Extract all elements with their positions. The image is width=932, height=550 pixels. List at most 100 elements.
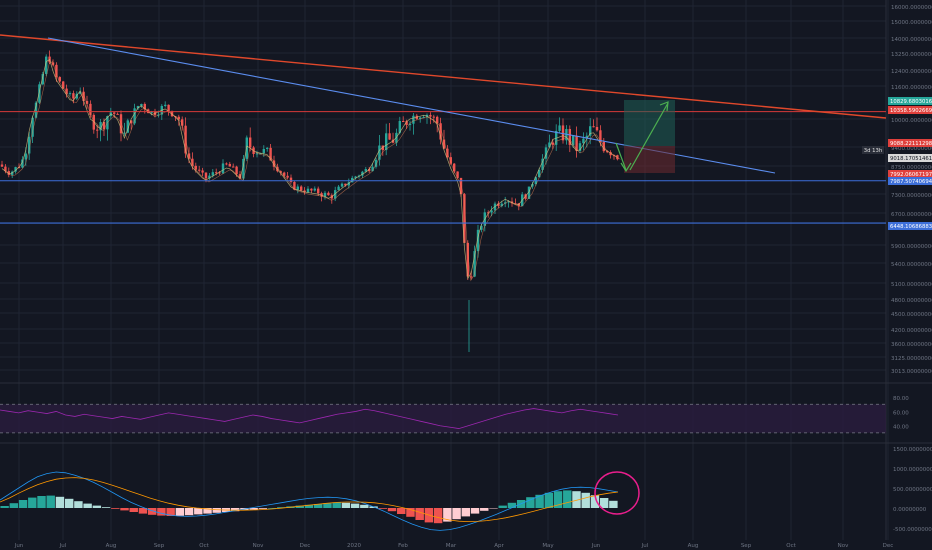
price-tick-label: 4500.00000000 (891, 312, 932, 318)
candle-body (432, 116, 435, 118)
candle-body (337, 186, 340, 191)
candle-body (470, 276, 473, 278)
candle-body (490, 210, 493, 213)
price-label-bg (888, 139, 932, 147)
macd-histogram-bar (452, 508, 461, 520)
candle-body (235, 166, 238, 175)
price-label-text: 9018.17051461 (890, 156, 932, 162)
candle-body (476, 229, 480, 252)
candle-body (473, 251, 476, 277)
candle-body (126, 120, 129, 133)
candle-body (378, 145, 381, 160)
candle-body (96, 129, 99, 131)
candle-body (198, 169, 201, 171)
macd-histogram-bar (443, 508, 452, 522)
arrow-up-head (659, 101, 669, 112)
macd-histogram-bar (489, 508, 498, 509)
time-tick-label: May (542, 543, 554, 549)
candle-body (561, 125, 565, 141)
macd-histogram-bar (387, 508, 397, 512)
macd-line (0, 471, 619, 531)
time-tick-label: Nov (838, 543, 849, 549)
price-tick-label: 3013.00000000 (891, 369, 932, 375)
price-tick-label: 9400.00000000 (891, 146, 932, 152)
price-label-tag: 9018.17051461 (888, 154, 932, 162)
macd-pane: 1500.00000000 1000.00000000 500.00000000 0.… (0, 447, 932, 533)
macd-histogram-bar (553, 491, 563, 508)
price-label-bg (888, 177, 932, 185)
candle-body (221, 163, 225, 174)
rsi-line (0, 408, 619, 429)
macd-histogram-bar (28, 497, 37, 508)
candle-body (89, 103, 92, 115)
macd-histogram-bar (304, 504, 314, 508)
candle-body (589, 126, 592, 136)
candle-body (245, 137, 248, 159)
candle-body (201, 170, 204, 173)
candle-body (303, 190, 306, 193)
macd-tick-label: -500.00000000 (893, 527, 932, 533)
time-tick-label: Oct (786, 543, 796, 549)
price-label-bg (888, 222, 932, 230)
candle-body (300, 186, 303, 191)
price-label-tag: 3d 13h (862, 146, 884, 154)
macd-histogram-bar (581, 492, 590, 508)
time-tick-label: Jun (591, 543, 601, 549)
candle-body (249, 137, 252, 148)
macd-histogram-bar (599, 498, 609, 508)
moving-average-line (1, 58, 618, 280)
candle-body (310, 188, 313, 191)
candle-body (351, 177, 354, 183)
candle-body (262, 148, 265, 154)
candle-body (0, 164, 4, 167)
candle-body (368, 169, 371, 172)
candle-body (436, 116, 439, 124)
macd-histogram-bar (64, 498, 74, 508)
candle-body (218, 172, 221, 174)
candle-body (62, 81, 65, 89)
macd-histogram-bar (18, 500, 28, 508)
candle-body (289, 177, 293, 182)
candle-body (381, 145, 384, 151)
macd-histogram-bar (277, 507, 286, 508)
arrow-down (615, 142, 627, 171)
macd-histogram-bar (470, 508, 480, 514)
candle-body (123, 132, 126, 134)
candle-body (92, 114, 95, 130)
candle-body (456, 171, 459, 178)
price-label-bg (888, 154, 932, 162)
macd-histogram-bar (0, 506, 9, 508)
time-tick-label: Aug (106, 543, 117, 549)
macd-histogram-bar (406, 508, 415, 517)
candle-body (164, 104, 167, 106)
candle-body (130, 120, 133, 124)
candle-body (255, 153, 259, 155)
macd-histogram-bar (120, 508, 129, 511)
macd-histogram-bar (194, 508, 203, 515)
macd-histogram-bar (526, 497, 535, 508)
candle-body (14, 167, 17, 172)
candle-body (286, 175, 289, 178)
price-tick-label: 5400.00000000 (891, 262, 932, 268)
candle-body (514, 203, 517, 205)
macd-tick-label: 500.00000000 (893, 487, 932, 493)
price-axis[interactable]: 16000.00000000 15000.00000000 14000.000000… (862, 5, 932, 375)
candle-body (7, 171, 10, 175)
macd-histogram-bar (203, 508, 212, 514)
candle-body (364, 169, 367, 172)
candle-body (412, 115, 415, 124)
macd-histogram-bar (129, 508, 138, 512)
candle-body (582, 138, 585, 144)
price-tick-label: 14000.00000000 (891, 37, 932, 43)
candle-body (527, 186, 531, 199)
macd-histogram-bar (101, 507, 111, 508)
price-label-bg (888, 170, 932, 178)
candle-body (500, 203, 503, 207)
price-label-text: 10829.68030166 (890, 99, 932, 105)
price-tick-label: 4800.00000000 (891, 298, 932, 304)
time-axis[interactable]: Jun Jul Aug Sep Oct Nov Dec 2020 Feb Mar Apr May Jun… (14, 543, 894, 549)
candle-body (453, 163, 456, 172)
time-tick-label: Dec (883, 543, 894, 549)
price-tick-label: 11600.00000000 (891, 85, 932, 91)
